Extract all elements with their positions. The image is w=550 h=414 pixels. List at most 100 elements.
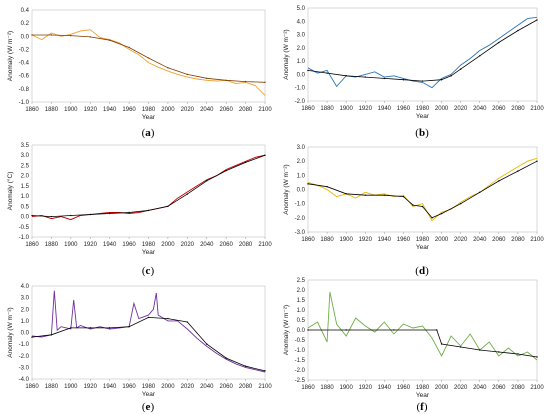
panel-label: (a) [142, 127, 155, 139]
y-axis-title: Anomaly (W m⁻²) [7, 307, 14, 357]
x-tick-label: 2060 [492, 237, 506, 243]
trend-point [498, 351, 500, 353]
trend-point [402, 79, 405, 81]
x-tick-label: 1860 [301, 385, 315, 391]
y-tick-label: 3.5 [21, 143, 30, 149]
x-tick-label: 2060 [219, 242, 233, 248]
trend-point [147, 57, 150, 59]
trend-point [31, 336, 33, 338]
x-tick-label: 1940 [378, 106, 392, 112]
x-tick-label: 2040 [473, 385, 487, 391]
plot-frame [31, 9, 266, 103]
series-line [307, 16, 538, 89]
x-tick-label: 1920 [359, 385, 373, 391]
plot-frame [307, 146, 538, 233]
y-tick-label: 1.5 [297, 298, 306, 304]
y-axis-title: Anomaly (W m⁻²) [283, 305, 290, 355]
x-tick-label: 1960 [122, 107, 136, 113]
y-tick-label: -0.5 [19, 225, 30, 231]
trend-point [412, 204, 414, 206]
y-tick-label: -4.0 [19, 377, 30, 383]
x-tick-label: 1940 [378, 385, 392, 391]
x-tick-label: 1880 [320, 106, 334, 112]
trend-point [307, 183, 309, 185]
x-tick-label: 2100 [530, 237, 544, 243]
trend-point [244, 161, 247, 164]
y-tick-label: 0.2 [21, 21, 30, 27]
panel-label: (d) [415, 265, 429, 277]
y-tick-label: -2.0 [295, 99, 306, 105]
x-tick-label: 2040 [200, 242, 214, 248]
x-tick-label: 1980 [416, 237, 430, 243]
trend-point [307, 69, 309, 72]
y-tick-label: 0.0 [297, 188, 306, 194]
x-tick-label: 2080 [511, 106, 525, 112]
trend-line [307, 160, 538, 219]
x-tick-label: 1980 [416, 385, 430, 391]
y-tick-label: -3.0 [19, 365, 30, 371]
x-tick-label: 2020 [181, 384, 195, 390]
trend-point [225, 357, 227, 359]
x-tick-label: 2000 [435, 106, 449, 112]
panel-a: -1.0 -0.8 -0.6 -0.4 -0.2 0.0 0.2 0.4 1860 1880 190… [7, 8, 272, 139]
trend-point [264, 370, 266, 372]
y-tick-label: 3.0 [21, 153, 30, 159]
trend-point [147, 316, 150, 319]
x-tick-label: 2060 [219, 107, 233, 113]
trend-point [264, 154, 266, 156]
y-tick-label: -2.0 [295, 216, 306, 222]
trend-point [498, 180, 500, 182]
trend-point [50, 215, 53, 218]
trend-point [147, 209, 150, 212]
trend-point [450, 75, 452, 77]
trend-point [459, 202, 462, 205]
x-tick-label: 1900 [64, 384, 78, 390]
y-tick-label: -2.0 [295, 368, 306, 374]
trend-point [31, 34, 33, 36]
trend-point [436, 329, 438, 331]
trend-point [307, 329, 309, 331]
x-tick-label: 1960 [122, 384, 136, 390]
x-tick-label: 1960 [122, 242, 136, 248]
y-tick-label: 4.0 [297, 19, 306, 25]
x-tick-label: 2100 [258, 384, 272, 390]
x-tick-label: 2040 [200, 384, 214, 390]
y-tick-label: 0.0 [21, 215, 30, 221]
y-tick-label: -1.0 [295, 202, 306, 208]
trend-point [326, 72, 328, 74]
panel-label: (b) [415, 127, 429, 139]
trend-point [517, 29, 519, 32]
trend-line [308, 329, 538, 358]
y-tick-label: 2.0 [21, 174, 30, 180]
trend-point [89, 327, 91, 329]
trend-point [536, 160, 538, 162]
trend-point [206, 77, 208, 80]
x-tick-label: 2000 [435, 385, 449, 391]
x-tick-label: 1920 [84, 242, 98, 248]
y-tick-label: 2.0 [297, 288, 306, 294]
y-tick-label: 3.0 [21, 296, 30, 302]
y-tick-label: 1.0 [297, 308, 306, 314]
trend-point [50, 34, 53, 36]
x-tick-label: 1980 [142, 242, 156, 248]
x-tick-label: 1980 [142, 107, 156, 113]
y-tick-label: -2.0 [19, 354, 30, 360]
trend-point [167, 317, 169, 320]
x-tick-label: 1880 [320, 385, 334, 391]
trend-point [498, 41, 500, 44]
y-tick-label: 5.0 [297, 6, 306, 12]
panel-f: -2.5 -2.0 -1.5 -1.0 -0.5 0.0 0.5 1.0 1.5 2.0 2.5 18… [283, 278, 544, 413]
y-tick-label: -0.4 [19, 61, 30, 67]
y-tick-label: 3.0 [297, 33, 306, 39]
trend-point [517, 170, 519, 172]
x-tick-label: 1900 [64, 107, 78, 113]
y-tick-label: 2.0 [297, 46, 306, 52]
trend-line [307, 19, 538, 82]
x-tick-label: 2100 [258, 107, 272, 113]
y-tick-label: -3.0 [295, 230, 306, 236]
trend-point [393, 329, 395, 331]
y-tick-label: 1.0 [21, 319, 30, 325]
trend-point [345, 329, 347, 331]
x-tick-label: 2080 [239, 384, 253, 390]
y-tick-label: -1.0 [19, 342, 30, 348]
